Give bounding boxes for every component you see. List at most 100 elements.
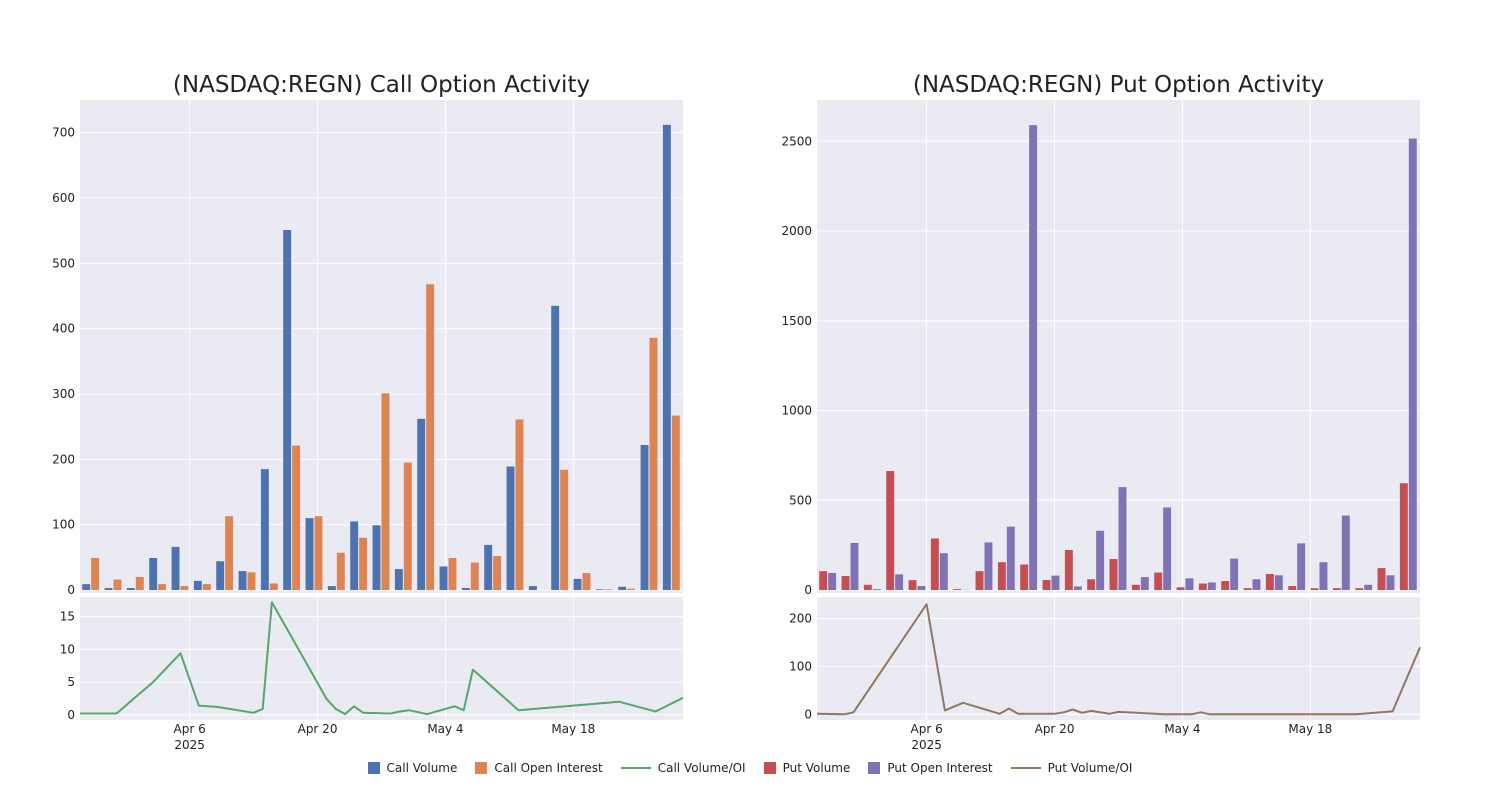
put-xtick-label: Apr 20 [1035, 722, 1075, 736]
put-volume-bar [1198, 583, 1207, 590]
put-volume-bar [1377, 568, 1386, 590]
put-volume-bar [1020, 564, 1029, 590]
put-open-interest-bar [1252, 579, 1261, 590]
call-volume-bar [171, 546, 180, 590]
call-open-interest-bar [515, 419, 524, 590]
call-open-interest-bar [180, 586, 189, 590]
call-open-interest-bar [314, 516, 323, 590]
put-bar-ytick-label: 2500 [781, 134, 812, 148]
legend-label-put-open-interest: Put Open Interest [887, 761, 993, 775]
legend-item-put-volume-oi: Put Volume/OI [1010, 761, 1132, 775]
call-xtick-year-label: 2025 [174, 738, 205, 752]
call-bar-ytick-label: 600 [52, 191, 75, 205]
legend-item-call-volume-oi: Call Volume/OI [620, 761, 746, 775]
call-volume-bar [417, 418, 426, 590]
call-bar-ytick-label: 200 [52, 452, 75, 466]
put-volume-bar [1176, 587, 1185, 590]
call-bar-ytick-label: 400 [52, 322, 75, 336]
put-volume-bar [930, 538, 939, 590]
put-volume-bar [819, 571, 828, 590]
legend-swatch-put-volume [763, 762, 776, 774]
put-bar-ytick-label: 1500 [781, 314, 812, 328]
call-volume-bar [595, 589, 604, 590]
put-ratio-plot-area [817, 597, 1420, 720]
put-volume-bar [1109, 558, 1118, 590]
put-open-interest-bar [828, 572, 837, 590]
put-xtick-label: May 18 [1288, 722, 1332, 736]
call-volume-bar [82, 584, 91, 590]
put-bar-ytick-label: 500 [789, 493, 812, 507]
call-open-interest-bar [269, 583, 278, 590]
put-volume-bar [1399, 483, 1408, 590]
put-xtick-label: May 4 [1164, 722, 1200, 736]
put-volume-bar [863, 584, 872, 590]
put-volume-bar [1042, 579, 1051, 590]
call-open-interest-bar [247, 572, 256, 590]
put-volume-bar [997, 562, 1006, 590]
put-open-interest-bar [917, 586, 926, 590]
call-open-interest-bar [560, 469, 569, 590]
call-volume-bar [640, 444, 649, 590]
put-volume-bar [1131, 584, 1140, 590]
call-open-interest-bar [470, 562, 479, 590]
put-open-interest-bar [1073, 586, 1082, 590]
legend-label-call-open-interest: Call Open Interest [494, 761, 603, 775]
call-volume-bar [618, 586, 627, 590]
call-ratio-ytick-label: 10 [60, 642, 75, 656]
call-bar-ytick-label: 100 [52, 518, 75, 532]
put-volume-bar [1355, 588, 1364, 590]
call-volume-bar [439, 566, 448, 590]
put-volume-oi-line [816, 603, 1421, 716]
put-open-interest-bar [1096, 530, 1105, 590]
call-volume-bar [573, 578, 582, 590]
call-volume-bar [551, 305, 560, 590]
put-open-interest-bar [1051, 575, 1060, 590]
call-volume-bar [327, 586, 336, 590]
put-chart-title: (NASDAQ:REGN) Put Option Activity [913, 72, 1324, 98]
put-volume-bar [1288, 586, 1297, 590]
call-open-interest-bar [225, 516, 234, 590]
call-volume-bar [484, 544, 493, 590]
call-xtick-label: Apr 6 [174, 722, 206, 736]
put-volume-bar [953, 589, 962, 590]
put-open-interest-bar [1408, 138, 1417, 591]
call-open-interest-bar [135, 576, 144, 590]
put-volume-bar [975, 571, 984, 590]
call-volume-bar [305, 518, 314, 590]
call-volume-bar [528, 586, 537, 590]
legend-label-call-volume: Call Volume [386, 761, 458, 775]
put-ratio-ytick-label: 100 [789, 659, 812, 673]
call-open-interest-bar [336, 552, 345, 590]
legend-swatch-call-open-interest [475, 762, 488, 774]
legend-item-call-open-interest: Call Open Interest [475, 761, 603, 775]
put-ratio-ytick-label: 200 [789, 612, 812, 626]
put-volume-bar [886, 471, 895, 590]
legend-line-call-volume-oi [620, 767, 651, 769]
put-volume-bar [1332, 588, 1341, 590]
call-open-interest-bar [604, 589, 613, 590]
call-xtick-label: May 18 [551, 722, 595, 736]
call-open-interest-bar [671, 415, 680, 590]
call-open-interest-bar [493, 556, 502, 590]
put-volume-bar [1310, 588, 1319, 590]
put-open-interest-bar [1230, 558, 1239, 590]
call-open-interest-bar [202, 584, 211, 590]
call-volume-bar [662, 124, 671, 591]
legend-item-call-volume: Call Volume [367, 761, 458, 775]
legend-line-put-volume-oi [1010, 767, 1041, 769]
call-volume-oi-line [80, 601, 684, 716]
put-volume-bar [908, 580, 917, 590]
put-xtick-label: Apr 6 [911, 722, 943, 736]
put-open-interest-bar [872, 589, 881, 590]
call-volume-bar [394, 569, 403, 590]
put-open-interest-bar [984, 542, 993, 590]
call-panel: (NASDAQ:REGN) Call Option Activity010020… [52, 72, 684, 752]
put-open-interest-bar [895, 574, 904, 590]
call-volume-bar [260, 469, 269, 590]
legend-item-put-volume: Put Volume [763, 761, 850, 775]
call-volume-bar [506, 466, 515, 590]
legend-item-put-open-interest: Put Open Interest [868, 761, 993, 775]
put-bar-ytick-label: 2000 [781, 224, 812, 238]
call-xtick-label: Apr 20 [298, 722, 338, 736]
